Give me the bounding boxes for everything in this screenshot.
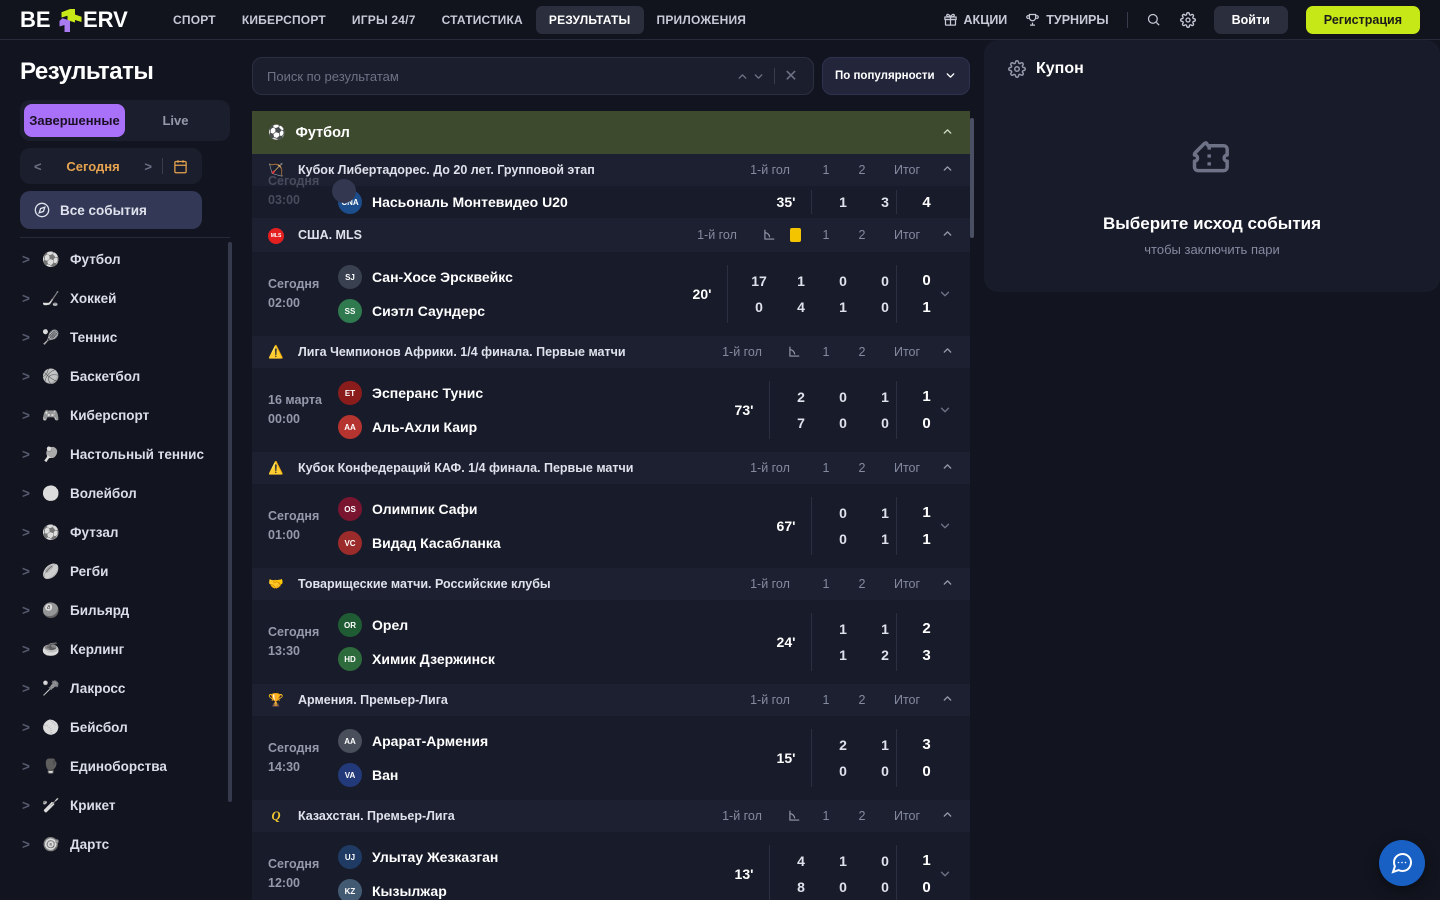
svg-text:ERV: ERV	[83, 8, 128, 32]
svg-text:BE: BE	[20, 8, 51, 32]
